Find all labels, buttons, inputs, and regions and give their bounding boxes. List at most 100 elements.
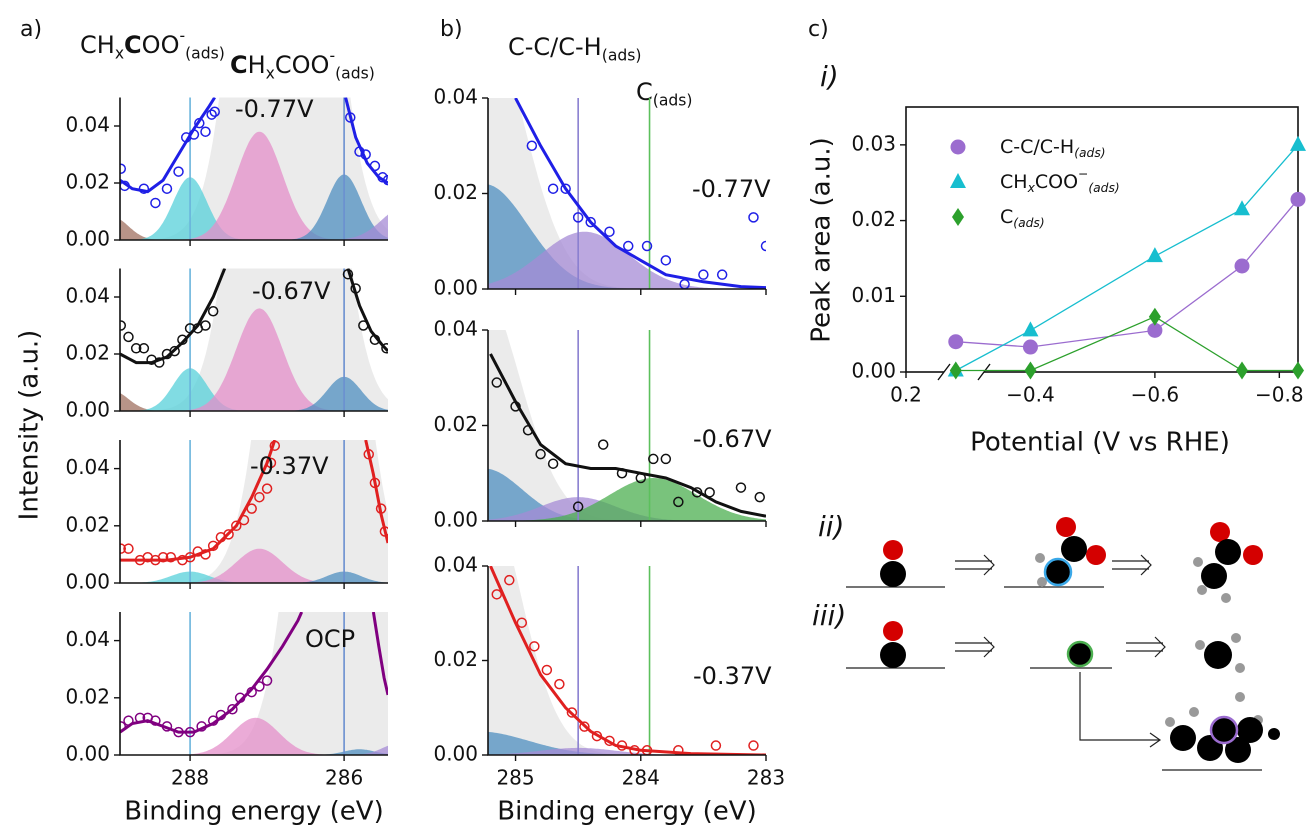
atom-c <box>880 561 906 587</box>
label-part: (ads) <box>1074 146 1105 160</box>
data-point <box>547 183 559 194</box>
data-point <box>616 740 628 751</box>
plot-frame <box>905 106 1299 373</box>
data-point <box>261 675 273 686</box>
atom-o <box>883 540 903 560</box>
data-point <box>184 323 196 334</box>
x-tick-label: 0.2 <box>890 383 922 407</box>
atom-c <box>1043 557 1073 587</box>
panel-label: c) <box>808 17 829 42</box>
data-point <box>200 549 211 560</box>
fitted-peak <box>488 98 766 289</box>
data-point <box>246 686 257 698</box>
data-point <box>369 160 381 172</box>
data-point <box>246 503 257 514</box>
data-point <box>698 269 709 280</box>
fitted-peak <box>488 231 766 289</box>
fitted-peak <box>488 566 766 755</box>
y-tick-label: 0.02 <box>433 180 478 204</box>
subplot <box>488 330 766 521</box>
label-part: OO <box>142 31 180 59</box>
data-point <box>269 440 281 451</box>
fit-curve <box>120 97 216 194</box>
axis-break <box>937 363 991 381</box>
data-point <box>265 457 277 469</box>
fit-curve <box>489 353 766 518</box>
arrow <box>1079 672 1162 748</box>
subplot <box>120 97 388 240</box>
panel-label: a) <box>20 17 42 42</box>
marker <box>1024 361 1037 380</box>
data-point <box>735 482 747 493</box>
marker <box>1234 258 1250 274</box>
data-point <box>254 681 265 692</box>
atom-c <box>1225 737 1251 763</box>
spectrum-label: -0.77V <box>692 175 771 203</box>
marker <box>1290 135 1306 151</box>
data-point <box>541 664 553 676</box>
y-tick-label: 0.02 <box>851 207 896 231</box>
fitted-peak <box>120 571 388 583</box>
label-part: (ads) <box>335 64 375 82</box>
data-point <box>207 306 219 317</box>
fitted-peak <box>120 612 388 755</box>
label-part: COO <box>275 51 330 79</box>
y-tick-label: 0.02 <box>433 647 478 671</box>
data-point <box>196 721 207 732</box>
data-point <box>345 112 356 123</box>
data-point <box>206 109 217 120</box>
data-point <box>623 240 634 252</box>
fit-curve <box>364 440 388 544</box>
data-point <box>382 174 388 186</box>
marker <box>1148 307 1161 326</box>
data-point <box>200 320 211 331</box>
spectrum-label: -0.67V <box>252 277 331 305</box>
data-point <box>161 183 173 194</box>
marker <box>1147 322 1163 338</box>
subplot <box>488 566 766 755</box>
marker <box>1022 321 1039 337</box>
x-axis-label: Binding energy (eV) <box>497 797 756 827</box>
label-part: (ads) <box>602 46 642 64</box>
atom-h <box>1037 577 1047 587</box>
data-point <box>209 106 220 117</box>
atom-h <box>1193 557 1203 567</box>
data-point <box>161 721 173 732</box>
data-point <box>604 735 615 747</box>
axis-break-gap <box>944 368 984 376</box>
data-point <box>379 526 388 537</box>
data-point <box>504 574 515 586</box>
y-tick-label: 0.00 <box>65 742 110 766</box>
y-tick-label: 0.00 <box>433 508 478 532</box>
data-point <box>760 240 766 252</box>
data-point <box>238 514 250 526</box>
y-tick-label: 0.04 <box>433 553 478 577</box>
fitted-peak <box>120 174 388 240</box>
legend-marker <box>950 139 966 155</box>
data-point <box>223 529 234 540</box>
data-point <box>716 269 728 280</box>
fit-curve <box>371 612 388 696</box>
data-point <box>691 487 703 498</box>
data-point <box>554 678 565 690</box>
label-part: (ads) <box>1013 216 1044 230</box>
fitted-peak <box>120 214 388 240</box>
subplot <box>488 98 766 289</box>
marker <box>949 361 962 380</box>
panel-label: b) <box>440 17 463 42</box>
x-axis-label: Potential (V vs RHE) <box>970 428 1230 458</box>
data-point <box>604 226 615 237</box>
marker <box>1290 191 1306 207</box>
data-point <box>369 477 381 489</box>
arrow <box>955 554 995 576</box>
atom-c <box>1237 717 1263 743</box>
y-tick-label: 0.04 <box>65 455 110 479</box>
y-tick-label: 0.04 <box>65 284 110 308</box>
data-point <box>591 730 603 742</box>
label-part: (ads) <box>1088 181 1119 195</box>
data-point <box>173 166 184 177</box>
data-point <box>673 496 684 508</box>
label-part: H <box>248 51 266 79</box>
y-tick-label: 0.00 <box>433 276 478 300</box>
